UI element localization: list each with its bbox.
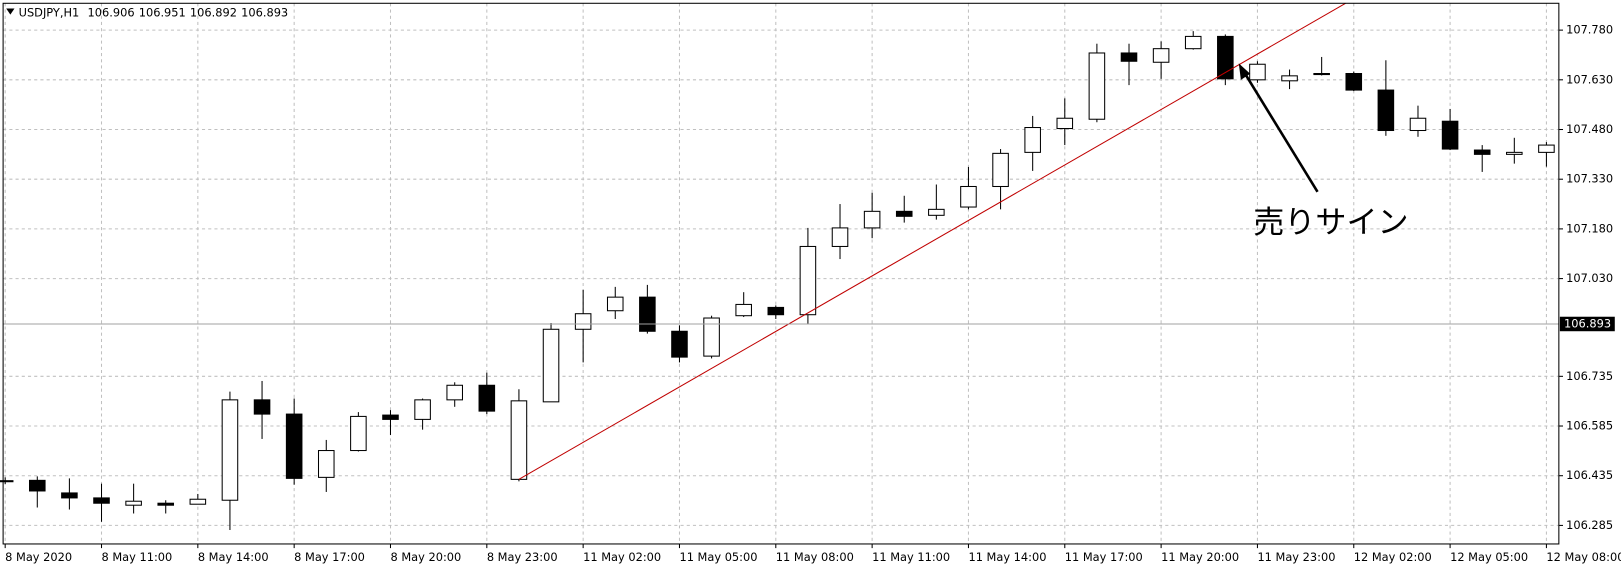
candle-body: [639, 296, 656, 332]
candle-body: [992, 152, 1009, 188]
candle-body: [895, 210, 913, 217]
candle-body: [510, 400, 528, 480]
menu-arrow: [6, 8, 15, 15]
y-tick-label: 107.030: [1566, 271, 1613, 285]
y-tick-label: 106.585: [1566, 419, 1613, 433]
candle-body: [253, 399, 271, 415]
candle-body: [61, 492, 78, 499]
candle-body: [29, 479, 46, 492]
x-tick-label: 11 May 17:00: [1065, 550, 1143, 564]
candle-body: [1409, 117, 1427, 132]
candle-body: [928, 208, 945, 216]
x-tick-label: 11 May 14:00: [968, 550, 1046, 564]
candle-body: [703, 317, 720, 357]
x-tick-label: 8 May 17:00: [294, 550, 365, 564]
arrow: [1240, 67, 1319, 193]
y-tick-label: 107.330: [1566, 172, 1613, 186]
x-tick-label: 8 May 23:00: [487, 550, 558, 564]
last-price-label: 106.893: [1564, 316, 1611, 330]
candle-body: [157, 502, 175, 506]
header: USDJPY,H1 106.906 106.951 106.892 106.893: [19, 5, 289, 19]
x-tick-label: 11 May 23:00: [1257, 550, 1335, 564]
price: 106.906: [88, 5, 135, 19]
candle-body: [0, 480, 14, 483]
candle-body: [1441, 120, 1459, 150]
candle-body: [1249, 63, 1266, 81]
candle-body: [1506, 151, 1523, 155]
candle-body: [831, 227, 849, 247]
candle-body: [1538, 144, 1555, 153]
x-tick-label: 8 May 14:00: [198, 550, 269, 564]
candle-body: [767, 306, 785, 316]
candle-body: [1056, 117, 1074, 130]
candle-body: [606, 296, 624, 312]
x-tick-label: 8 May 11:00: [102, 550, 173, 564]
candle-body: [1281, 75, 1298, 82]
candle-body: [799, 245, 817, 316]
candle-body: [960, 185, 977, 208]
plot-frame: [2, 2, 1560, 545]
x-tick-label: 8 May 20:00: [390, 550, 461, 564]
candle-body: [671, 330, 688, 358]
marks: [0, 2, 1559, 531]
candle-body: [1217, 35, 1234, 80]
candle-body: [93, 497, 110, 504]
y-tick-label: 106.285: [1566, 518, 1613, 532]
candle-body: [414, 399, 431, 420]
candle-body: [478, 384, 496, 412]
candle-body: [446, 384, 463, 401]
candle-body: [1024, 127, 1041, 153]
x-tick-label: 12 May 05:00: [1450, 550, 1528, 564]
grid: [3, 3, 1559, 544]
y-tick-label: 106.735: [1566, 369, 1613, 383]
x-tick-label: 12 May 02:00: [1354, 550, 1432, 564]
candle-body: [189, 498, 207, 505]
candle-body: [1345, 73, 1363, 91]
candle-body: [221, 399, 239, 501]
x-tick-label: 11 May 02:00: [583, 550, 661, 564]
candle-body: [863, 210, 881, 229]
candle-body: [317, 450, 335, 478]
y-tick-label: 107.180: [1566, 221, 1613, 235]
candle-body: [382, 414, 399, 420]
candle-body: [735, 303, 752, 317]
y-tick-label: 107.780: [1566, 23, 1613, 37]
x-tick-label: 8 May 2020: [5, 550, 72, 564]
y-tick-label: 107.630: [1566, 72, 1613, 86]
x-tick-label: 12 May 08:00: [1546, 550, 1621, 564]
x-tick-label: 11 May 11:00: [872, 550, 950, 564]
candle-body: [1313, 73, 1330, 76]
candle-body: [1088, 52, 1106, 120]
candle-body: [1120, 52, 1138, 62]
x-tick-label: 11 May 20:00: [1161, 550, 1239, 564]
candle-body: [1152, 48, 1170, 63]
candle-body: [350, 415, 367, 452]
y-tick-label: 107.480: [1566, 122, 1613, 136]
candle-body: [1473, 149, 1491, 155]
x-tick-label: 11 May 08:00: [776, 550, 854, 564]
symbol: USDJPY,H1: [19, 5, 80, 19]
candle-body: [1184, 35, 1202, 50]
candle-body: [542, 328, 560, 403]
price: 106.892: [190, 5, 237, 19]
candle-body: [1377, 89, 1395, 132]
x-tick-label: 11 May 05:00: [679, 550, 757, 564]
trendline: [518, 2, 1346, 480]
candle-body: [285, 413, 303, 479]
annotation: 売りサイン: [1253, 205, 1408, 241]
last-price-box: [1559, 316, 1615, 332]
price: 106.951: [139, 5, 186, 19]
arrow-head: [1238, 63, 1251, 80]
candle-body: [574, 313, 592, 330]
candle-body: [125, 500, 142, 506]
price: 106.893: [241, 5, 288, 19]
y-tick-label: 106.435: [1566, 468, 1613, 482]
